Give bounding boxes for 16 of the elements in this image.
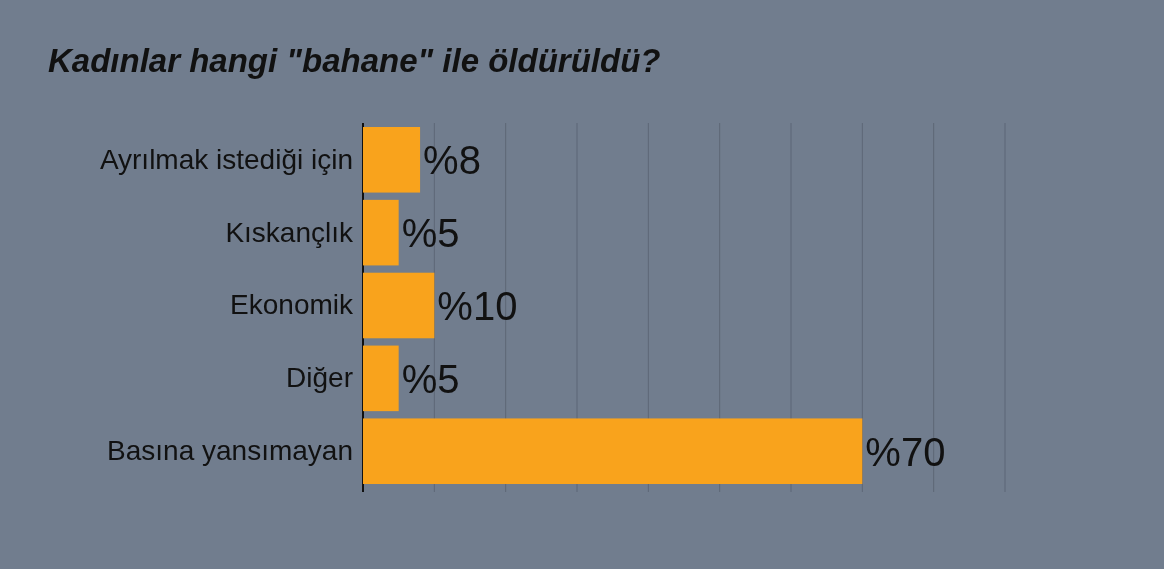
data-label: %70 xyxy=(865,429,946,474)
data-label: %5 xyxy=(401,356,460,401)
y-tick-label: Diğer xyxy=(286,362,353,394)
bar xyxy=(363,345,399,412)
data-label: %5 xyxy=(401,211,460,256)
data-label: %8 xyxy=(423,138,481,183)
bar xyxy=(363,272,435,339)
chart-title: Kadınlar hangi "bahane" ile öldürüldü? xyxy=(48,42,661,79)
y-tick-label: Ayrılmak istediği için xyxy=(99,143,353,175)
y-tick-label: Ekonomik xyxy=(230,289,354,321)
bar xyxy=(363,418,863,484)
bar xyxy=(363,199,399,266)
y-tick-label: Kıskançlık xyxy=(225,216,354,248)
data-label: %10 xyxy=(437,283,518,328)
y-tick-label: Basına yansımayan xyxy=(107,435,353,467)
bar xyxy=(363,127,421,193)
